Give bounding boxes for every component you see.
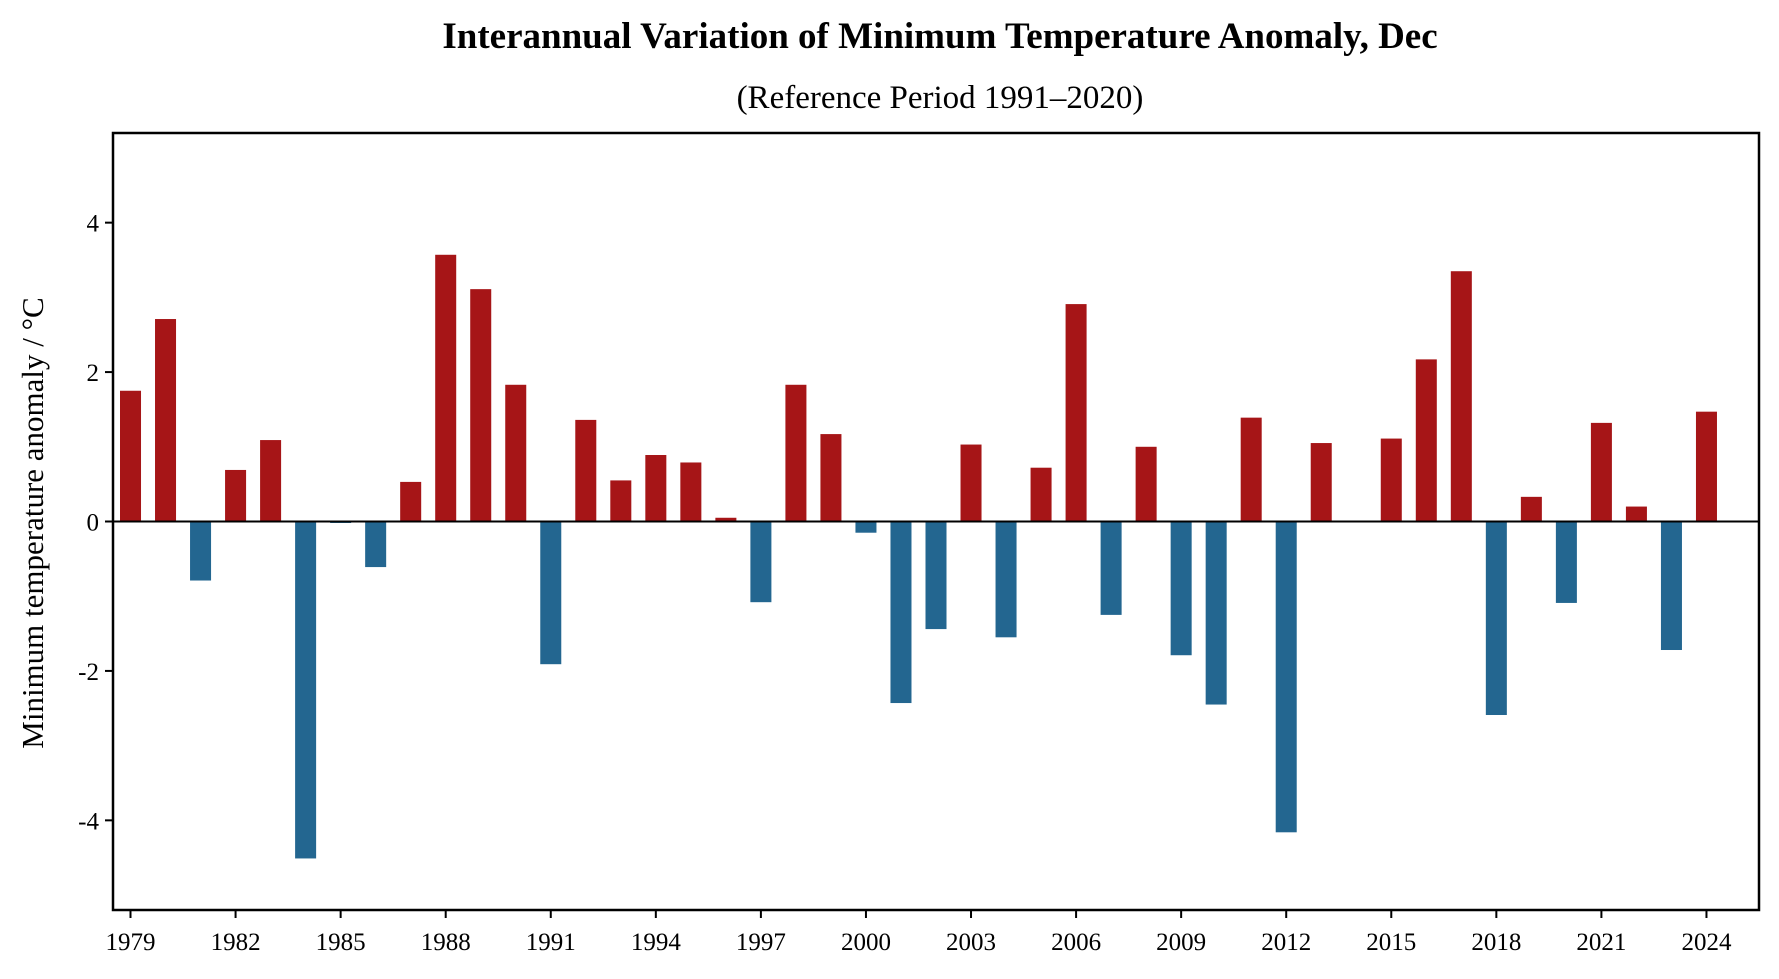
bar-2007 (1100, 521, 1122, 615)
x-tick-label: 1988 (421, 929, 471, 956)
x-tick-label: 2009 (1156, 929, 1206, 956)
bar-2006 (1065, 304, 1087, 522)
x-tick-label: 2006 (1051, 929, 1101, 956)
bar-2011 (1240, 417, 1262, 522)
bar-2017 (1450, 271, 1472, 522)
x-tick-label: 2021 (1576, 929, 1626, 956)
x-tick-label: 2015 (1366, 929, 1416, 956)
x-tick-label: 1985 (316, 929, 366, 956)
x-tick-label: 2024 (1681, 929, 1732, 956)
bar-2003 (960, 444, 982, 522)
x-tick-label: 2012 (1261, 929, 1311, 956)
bar-2012 (1275, 521, 1297, 833)
bar-1996 (715, 517, 737, 522)
x-tick-label: 1997 (736, 929, 786, 956)
bar-2022 (1625, 506, 1647, 522)
bar-1997 (750, 521, 772, 603)
bar-2021 (1590, 422, 1612, 522)
x-tick-label: 1982 (211, 929, 261, 956)
bar-1983 (260, 440, 282, 522)
bar-1984 (295, 521, 317, 859)
bar-1982 (225, 469, 247, 522)
bar-2016 (1415, 359, 1437, 522)
bar-1981 (190, 521, 212, 581)
bar-1998 (785, 384, 807, 522)
x-tick-label: 1979 (106, 929, 156, 956)
y-tick-label: -4 (78, 808, 99, 835)
bar-1980 (155, 319, 177, 522)
bar-2000 (855, 521, 877, 533)
y-tick-label: -2 (78, 659, 99, 686)
y-tick-label: 0 (87, 510, 100, 537)
bar-1979 (120, 390, 142, 522)
x-tick-label: 2000 (841, 929, 891, 956)
bar-2019 (1520, 496, 1542, 522)
bars-group (120, 254, 1717, 859)
bar-2010 (1205, 521, 1227, 705)
bar-2020 (1555, 521, 1577, 603)
bar-1995 (680, 462, 702, 522)
y-ticks: -4 -2 0 2 4 (78, 211, 113, 835)
bar-1987 (400, 481, 422, 522)
bar-1990 (505, 384, 527, 522)
x-tick-label: 1991 (526, 929, 576, 956)
y-axis-label: Minimum temperature anomaly / °C (15, 297, 50, 748)
bar-2015 (1380, 438, 1402, 522)
y-tick-label: 4 (87, 211, 100, 238)
bar-2008 (1135, 446, 1157, 522)
bar-2023 (1660, 521, 1682, 651)
bar-2005 (1030, 467, 1052, 522)
bar-1991 (540, 521, 562, 665)
chart-subtitle: (Reference Period 1991–2020) (737, 80, 1144, 116)
bar-2004 (995, 521, 1017, 638)
bar-1988 (435, 254, 457, 522)
bar-1992 (575, 419, 597, 522)
x-tick-label: 2018 (1471, 929, 1521, 956)
x-tick-label: 1994 (631, 929, 682, 956)
x-tick-label: 2003 (946, 929, 996, 956)
bar-2009 (1170, 521, 1192, 656)
bar-1993 (610, 480, 632, 522)
bar-2013 (1310, 443, 1332, 522)
bar-2018 (1485, 521, 1507, 716)
bar-1994 (645, 455, 667, 522)
x-ticks: 1979 1982 1985 1988 1991 1994 1997 2000 2003 2006… (106, 910, 1732, 956)
y-tick-label: 2 (87, 360, 100, 387)
bar-2001 (890, 521, 912, 704)
plot-frame (111, 131, 1761, 912)
bar-2002 (925, 521, 947, 630)
bar-1986 (365, 521, 387, 568)
bar-2024 (1695, 411, 1717, 522)
bar-1999 (820, 434, 842, 522)
bar-1989 (470, 289, 492, 522)
chart-title: Interannual Variation of Minimum Tempera… (442, 16, 1437, 57)
